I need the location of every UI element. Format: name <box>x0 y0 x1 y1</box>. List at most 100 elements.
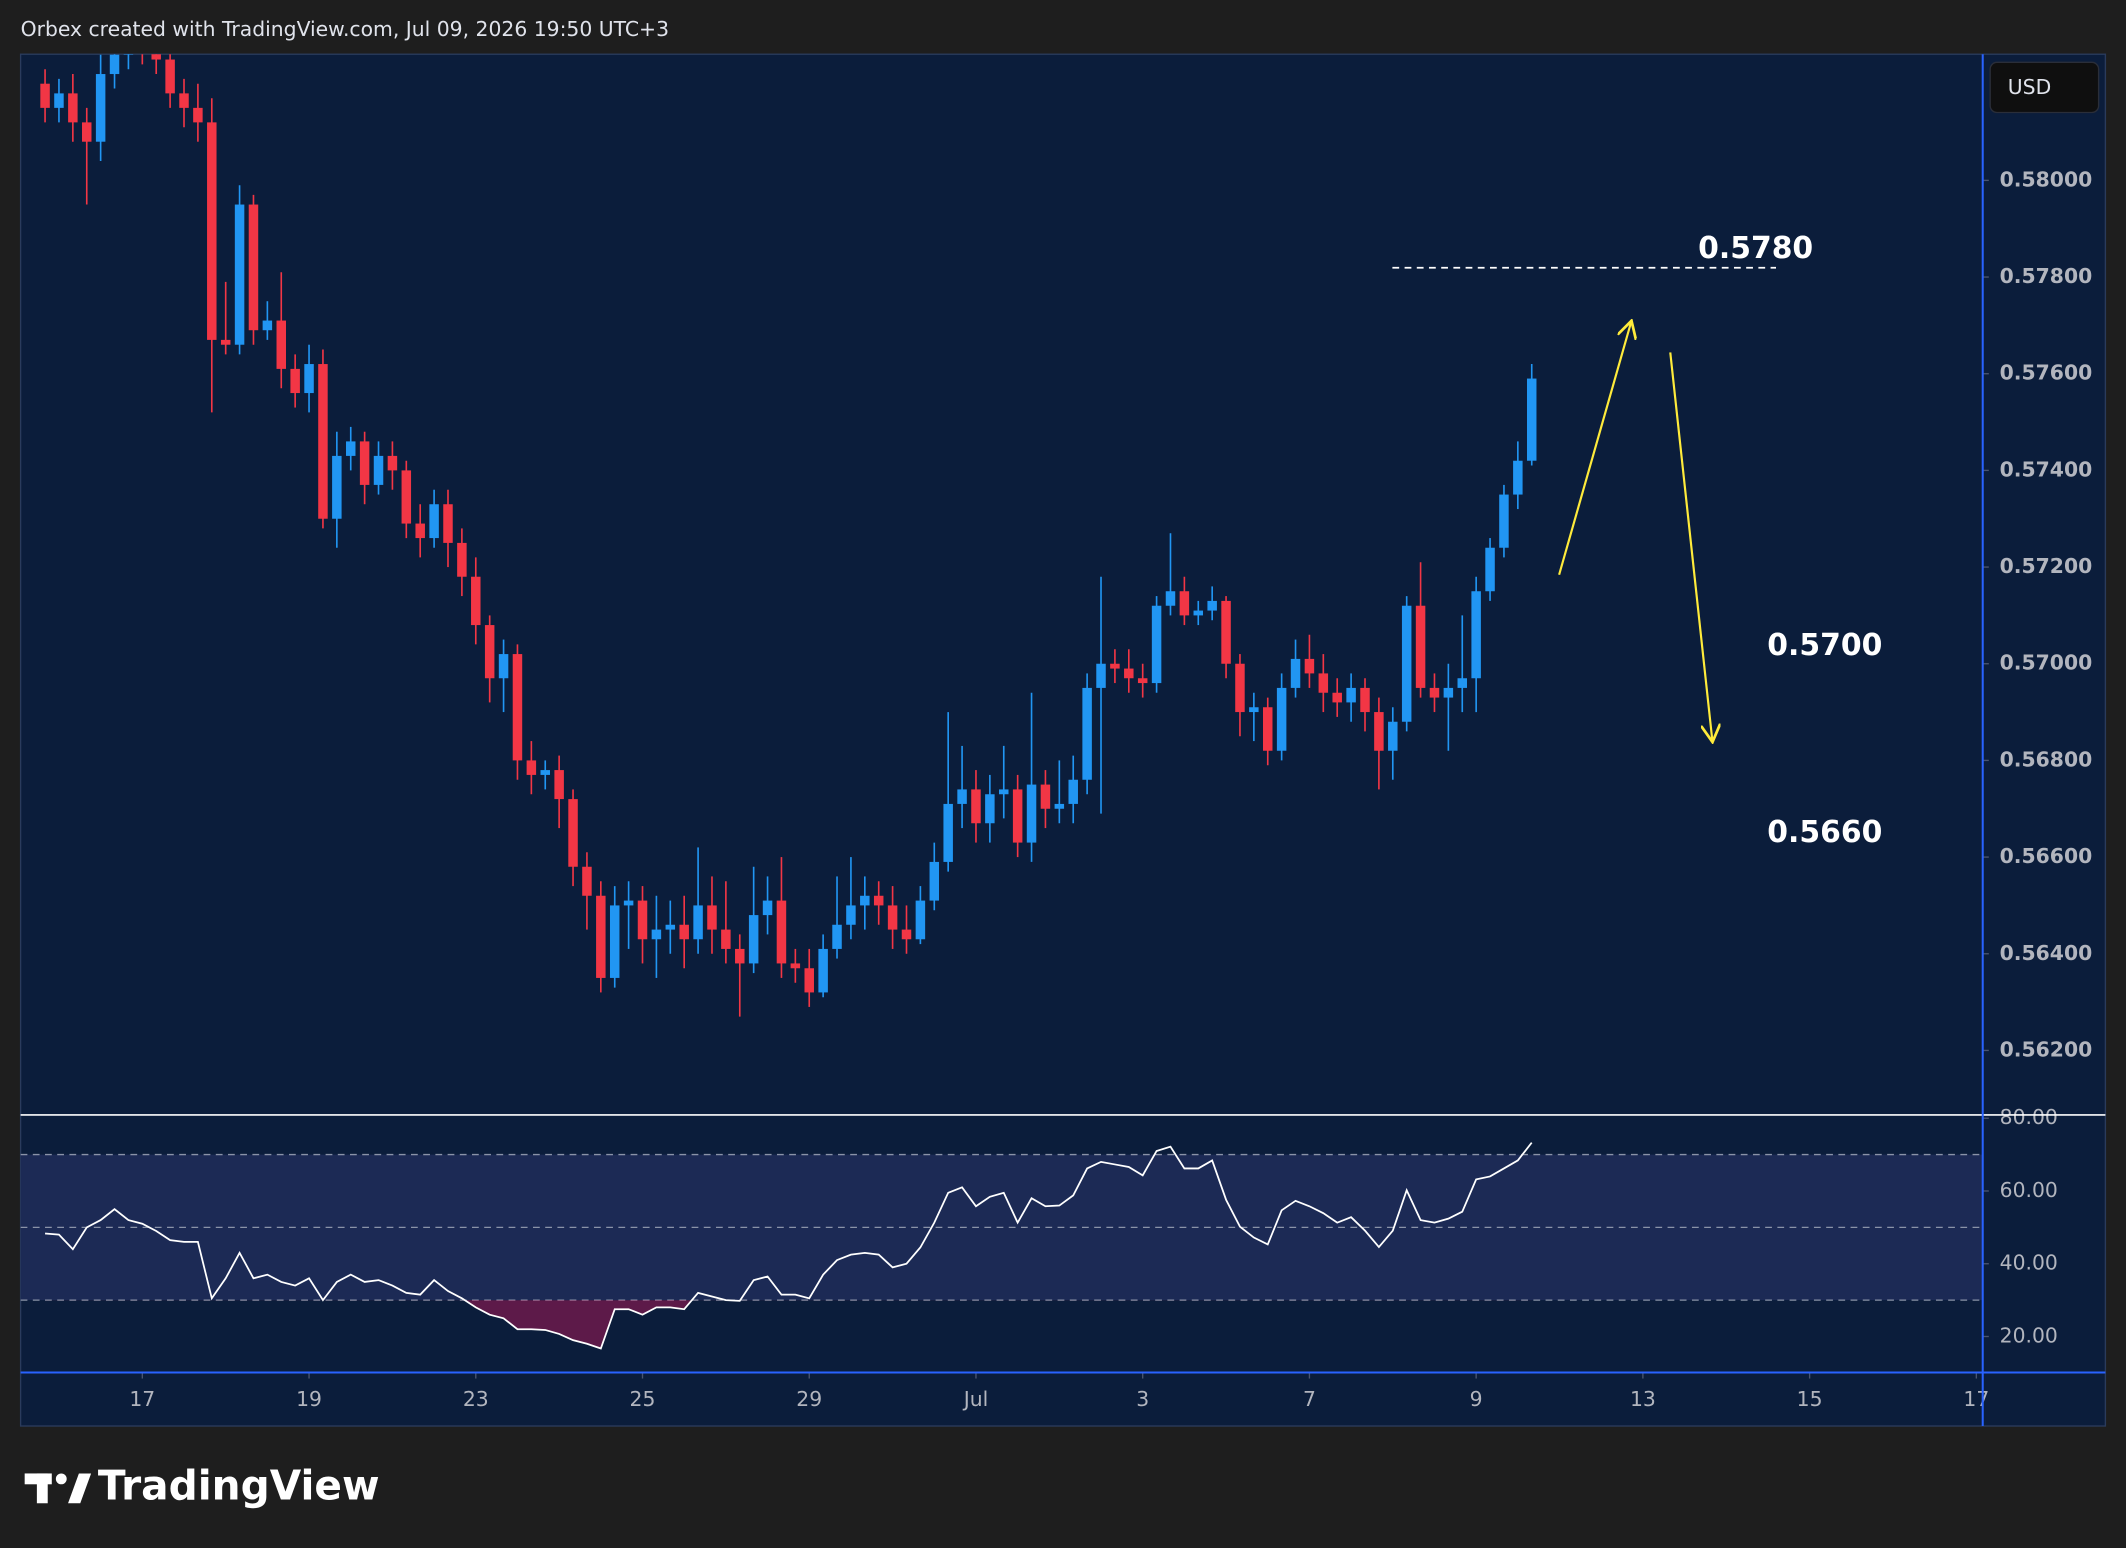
candle-body <box>179 93 189 108</box>
candle-body <box>1290 658 1301 688</box>
y-tick-label: 0.56800 <box>2000 747 2093 771</box>
candle-body <box>943 803 953 862</box>
candle-body <box>637 900 648 940</box>
candle-body <box>512 654 523 761</box>
annotation: 0.5700 <box>1767 628 1882 663</box>
candle-body <box>568 799 578 867</box>
candle-body <box>929 861 940 901</box>
candle-body <box>290 368 300 394</box>
candle-body <box>40 83 50 108</box>
candle-body <box>985 794 995 824</box>
candle-body <box>1526 378 1537 461</box>
logo-text: TradingView <box>98 1461 380 1509</box>
x-tick-label: 23 <box>463 1387 489 1411</box>
candle-body <box>1332 692 1342 703</box>
candle-body <box>332 455 342 519</box>
candle-body <box>1096 663 1106 688</box>
candle-body <box>1485 547 1495 592</box>
candle-body <box>429 504 439 539</box>
candle-body <box>262 320 273 331</box>
candle-body <box>248 204 259 331</box>
candle-body <box>457 542 467 577</box>
rsi-line <box>44 1142 1533 1350</box>
annotation: 0.5780 <box>1698 231 1813 266</box>
logo-shape <box>68 1473 92 1504</box>
candle-body <box>387 455 398 471</box>
candle-body <box>1262 707 1273 751</box>
candle-body <box>1346 687 1356 703</box>
candle-body <box>373 455 384 485</box>
x-tick-label: 17 <box>1963 1387 1989 1411</box>
header: Orbex created with TradingView.com, Jul … <box>21 17 669 41</box>
y-tick-label: 0.57000 <box>2000 651 2093 675</box>
candle-body <box>540 770 550 775</box>
candle-body <box>1249 707 1259 713</box>
candle-body <box>401 470 412 524</box>
candle-body <box>1040 784 1051 809</box>
candle-body <box>665 924 676 930</box>
candle-body <box>484 625 495 679</box>
y-tick-label: 0.57800 <box>2000 264 2093 288</box>
candle-body <box>971 789 981 824</box>
candle-body <box>415 523 425 539</box>
oversold-fill <box>464 1300 741 1349</box>
candle-body <box>220 339 231 345</box>
y-tick-label: 60.00 <box>2000 1178 2058 1202</box>
y-tick-label: 40.00 <box>2000 1251 2058 1275</box>
candle-body <box>1276 687 1287 751</box>
candle-body <box>193 107 203 123</box>
y-tick-label: 0.57600 <box>2000 361 2093 385</box>
candle-body <box>957 789 967 804</box>
candle-body <box>693 905 703 940</box>
candle-body <box>1221 600 1231 664</box>
candle-body <box>304 364 314 394</box>
y-tick-label: 0.57200 <box>2000 554 2093 578</box>
candle-body <box>443 504 453 543</box>
logo-icon <box>24 1473 92 1504</box>
candle-body <box>1207 600 1217 611</box>
candle-body <box>651 929 662 940</box>
y-tick-label: 0.58000 <box>2000 167 2093 191</box>
axes: 0.56200 0.56400 0.56600 0.56800 0.57000 0.572… <box>129 167 2092 1411</box>
candle-body <box>762 900 773 916</box>
candle-body <box>471 576 481 626</box>
candle-body <box>887 905 898 930</box>
candle-body <box>609 905 620 978</box>
candle-body <box>679 924 689 940</box>
arrow-down <box>1669 352 1712 740</box>
candle-body <box>1471 591 1481 679</box>
candle-body <box>1110 663 1120 669</box>
candle-body <box>1499 494 1509 548</box>
x-tick-label: 15 <box>1797 1387 1823 1411</box>
candle-body <box>1193 610 1204 616</box>
candle-body <box>1429 687 1440 698</box>
candle-body <box>707 905 717 930</box>
y-tick-label: 20.00 <box>2000 1323 2058 1347</box>
candle-body <box>1318 673 1329 693</box>
candle-body <box>735 948 745 964</box>
y-tick-label: 0.57400 <box>2000 457 2093 481</box>
price-pane <box>40 54 1537 1017</box>
candle-body <box>54 93 64 108</box>
candle-body <box>68 93 78 123</box>
candle-body <box>1235 663 1245 713</box>
x-tick-label: 7 <box>1303 1387 1316 1411</box>
candle-body <box>526 760 537 775</box>
candle-body <box>1457 678 1468 688</box>
candle-body <box>1082 687 1092 780</box>
candle-body <box>1137 678 1148 684</box>
candle-body <box>318 364 328 519</box>
candle-body <box>234 204 245 345</box>
currency-label[interactable]: USD <box>2008 75 2051 99</box>
candle-body <box>582 866 592 896</box>
x-tick-label: Jul <box>962 1387 989 1411</box>
x-tick-label: 17 <box>129 1387 155 1411</box>
currency-box[interactable] <box>1989 61 2100 114</box>
x-tick-label: 13 <box>1630 1387 1656 1411</box>
candle-body <box>207 122 217 340</box>
x-tick-label: 25 <box>630 1387 656 1411</box>
candle-body <box>832 924 842 949</box>
candle-body <box>123 54 134 55</box>
